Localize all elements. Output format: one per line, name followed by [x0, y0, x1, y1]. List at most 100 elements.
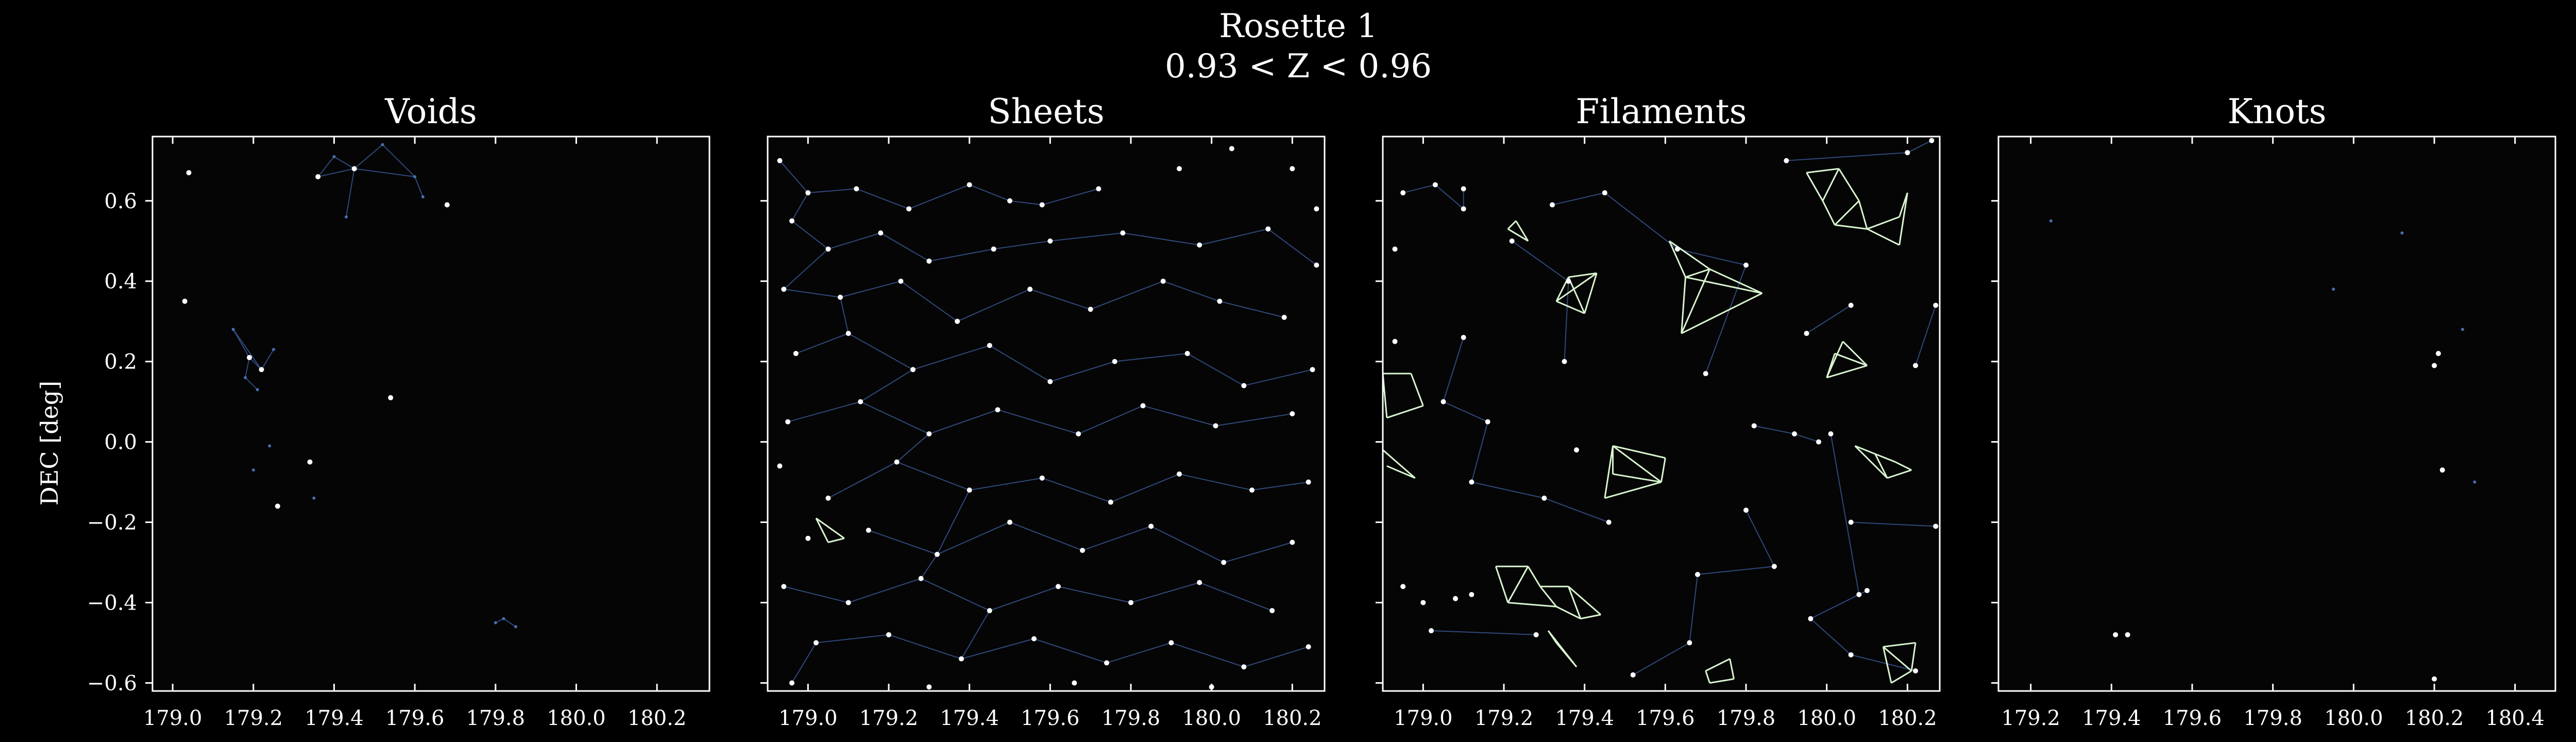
faint-point — [272, 348, 275, 351]
data-point — [1743, 508, 1749, 513]
network-edge — [1544, 497, 1609, 523]
data-point — [1461, 186, 1466, 192]
data-point — [1550, 202, 1555, 208]
data-point — [1933, 302, 1939, 308]
faint-point — [413, 175, 417, 178]
panel-knots: Knots 179.2 179.4 179.6 179.8 180.0 180.2 180.4 — [1991, 92, 2556, 730]
data-point — [1453, 596, 1458, 601]
data-point — [1265, 226, 1271, 232]
network-edge — [1042, 188, 1099, 206]
panel-filaments: Filaments 179.0 179.2 179.4 179.6 179.8 180.0 1… — [1376, 92, 1941, 730]
data-point — [1848, 652, 1854, 657]
faint-point — [251, 468, 255, 472]
data-point — [1096, 186, 1101, 192]
data-point — [1606, 519, 1612, 525]
network-edge — [1512, 240, 1569, 282]
data-point — [444, 202, 450, 208]
data-point — [825, 495, 831, 501]
x-tick-label: 179.6 — [2163, 706, 2222, 730]
bright-edge — [1685, 276, 1762, 294]
bright-edge — [1604, 481, 1662, 499]
axes-frame — [1997, 136, 2556, 692]
bright-edge — [1834, 200, 1860, 226]
data-point — [1469, 479, 1475, 485]
y-tick-label: −0.4 — [87, 591, 137, 615]
network-edge — [961, 638, 1035, 660]
network-edge — [503, 618, 516, 628]
data-point — [991, 246, 996, 252]
bright-edge — [1681, 277, 1686, 334]
network-edge — [1215, 413, 1293, 427]
x-tick-label: 179.8 — [2243, 706, 2302, 730]
network-edge — [354, 168, 415, 177]
data-point — [825, 246, 831, 252]
data-point — [186, 170, 192, 176]
network-edge — [860, 401, 929, 434]
network-edge — [784, 289, 841, 298]
x-tick-label: 179.8 — [466, 706, 526, 730]
network-edge — [1009, 200, 1042, 206]
network-edge — [791, 642, 817, 683]
network-edge — [828, 232, 881, 250]
faint-point — [244, 376, 247, 379]
faint-point — [2473, 480, 2477, 484]
data-point — [1140, 403, 1146, 409]
network-edge — [1219, 300, 1284, 318]
data-point — [1112, 359, 1117, 364]
x-tick-label: 180.0 — [1797, 706, 1856, 730]
network-edge — [1143, 405, 1216, 427]
faint-point — [2461, 328, 2464, 331]
data-point — [1229, 146, 1234, 151]
bright-edge — [1669, 240, 1710, 270]
network-edge — [791, 220, 829, 250]
bright-edge — [1515, 220, 1529, 242]
data-point — [967, 487, 972, 493]
x-tick-label: 179.6 — [1021, 706, 1080, 730]
network-edge — [1199, 582, 1273, 611]
network-edge — [969, 477, 1042, 491]
network-edge — [1251, 481, 1309, 491]
data-point — [1574, 447, 1579, 453]
bright-edge — [1567, 277, 1586, 314]
network-edge — [1110, 474, 1180, 503]
data-point — [1160, 278, 1166, 284]
data-point — [1310, 367, 1315, 373]
bright-edge — [1806, 167, 1839, 174]
network-edge — [1009, 521, 1083, 551]
network-edge — [346, 168, 355, 217]
network-edge — [779, 160, 809, 193]
figure-title: Rosette 1 — [1219, 7, 1378, 45]
bright-edge — [1660, 458, 1666, 482]
data-point — [935, 551, 940, 557]
data-point — [1432, 182, 1438, 188]
bright-edge — [1547, 630, 1557, 644]
data-point — [1816, 439, 1821, 445]
data-point — [1039, 202, 1045, 208]
faint-point — [345, 215, 348, 218]
faint-point — [268, 444, 272, 448]
network-edge — [1806, 305, 1852, 334]
bright-edge — [1822, 168, 1840, 201]
data-point — [1784, 158, 1789, 163]
data-point — [789, 680, 794, 686]
data-point — [1148, 524, 1154, 529]
data-point — [1392, 339, 1398, 344]
bright-edge — [1556, 300, 1585, 314]
network-edge — [1223, 542, 1293, 563]
network-edge — [912, 345, 990, 370]
network-edge — [997, 409, 1079, 434]
bright-edge — [1910, 643, 1917, 671]
data-point — [388, 395, 394, 400]
network-edge — [1123, 232, 1200, 246]
data-point — [894, 459, 900, 465]
data-point — [315, 174, 321, 179]
faint-point — [2400, 231, 2404, 235]
plot-content — [182, 143, 517, 629]
data-point — [781, 286, 787, 292]
data-point — [275, 503, 280, 509]
bright-edge — [1613, 473, 1662, 483]
network-edge — [317, 156, 335, 177]
data-point — [918, 576, 924, 581]
data-point — [1314, 262, 1319, 268]
network-edge — [848, 578, 921, 603]
